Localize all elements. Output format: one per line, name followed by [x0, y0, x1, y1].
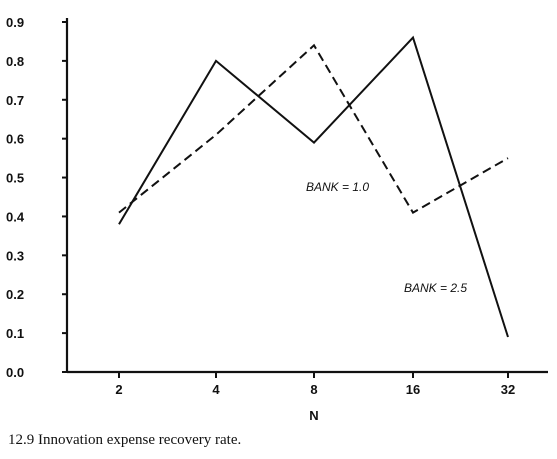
x-tick-label: 4: [212, 382, 220, 397]
y-tick-label: 0.5: [6, 171, 24, 186]
y-tick-label: 0.6: [6, 132, 24, 147]
series-label-bank-2-5: BANK = 2.5: [404, 281, 467, 295]
y-tick-label: 0.9: [6, 15, 24, 30]
y-axis-ticks: 0.0 0.1 0.2 0.3 0.4 0.5 0.6 0.7 0.8 0.9: [6, 15, 67, 380]
y-tick-label: 0.2: [6, 287, 24, 302]
axes: [65, 18, 548, 374]
line-chart: 0.0 0.1 0.2 0.3 0.4 0.5 0.6 0.7 0.8 0.9 2 4 8 16 32 N…: [6, 15, 548, 423]
x-tick-label: 8: [310, 382, 317, 397]
x-axis-title: N: [309, 408, 318, 423]
y-tick-label: 0.1: [6, 326, 24, 341]
y-tick-label: 0.0: [6, 365, 24, 380]
y-tick-label: 0.7: [6, 93, 24, 108]
y-tick-label: 0.3: [6, 248, 24, 263]
series-label-bank-1: BANK = 1.0: [306, 180, 369, 194]
series-line-bank-1: [118, 43, 509, 214]
series-lines: [118, 35, 509, 338]
x-axis-ticks: 2 4 8 16 32: [115, 372, 515, 397]
x-tick-label: 2: [115, 382, 122, 397]
x-tick-label: 32: [501, 382, 515, 397]
figure-caption: 12.9 Innovation expense recovery rate.: [8, 432, 242, 448]
series-line-bank-2-5: [118, 35, 509, 338]
y-tick-label: 0.4: [6, 209, 25, 224]
y-tick-label: 0.8: [6, 54, 24, 69]
x-tick-label: 16: [406, 382, 420, 397]
